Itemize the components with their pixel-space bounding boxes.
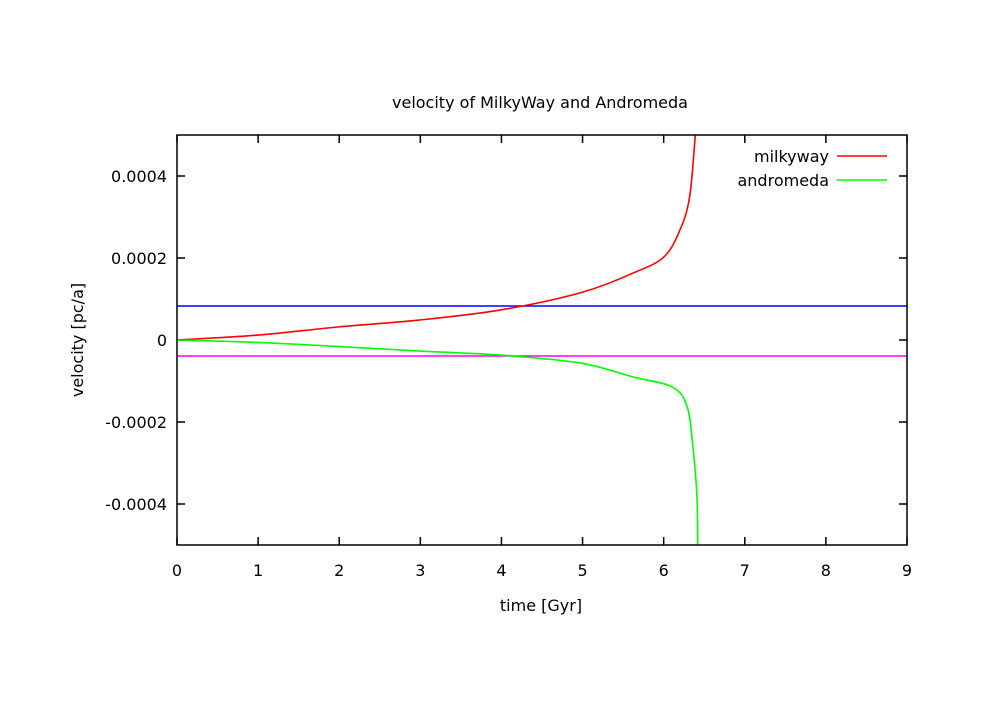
series-line-milkyway (176, 134, 697, 341)
x-tick-label: 3 (415, 561, 425, 580)
legend-label-milkyway: milkyway (754, 147, 829, 166)
y-axis-label: velocity [pc/a] (68, 283, 87, 397)
x-tick-label: 1 (253, 561, 263, 580)
x-axis-label: time [Gyr] (500, 596, 582, 615)
x-tick-label: 7 (740, 561, 750, 580)
x-tick-label: 5 (577, 561, 587, 580)
x-tick-label: 6 (659, 561, 669, 580)
x-tick-label: 2 (334, 561, 344, 580)
y-tick-label: 0 (157, 331, 167, 350)
x-tick-label: 8 (821, 561, 831, 580)
x-tick-label: 4 (496, 561, 506, 580)
y-tick-label: -0.0004 (105, 495, 167, 514)
y-tick-label: 0.0002 (111, 249, 167, 268)
legend-label-andromeda: andromeda (737, 171, 829, 190)
plot-frame (176, 134, 908, 546)
series-line-andromeda (176, 339, 699, 546)
x-tick-label: 9 (902, 561, 912, 580)
y-tick-label: -0.0002 (105, 413, 167, 432)
y-tick-label: 0.0004 (111, 167, 167, 186)
chart-title: velocity of MilkyWay and Andromeda (392, 93, 688, 112)
x-tick-label: 0 (172, 561, 182, 580)
legend: milkyway andromeda (737, 147, 887, 190)
